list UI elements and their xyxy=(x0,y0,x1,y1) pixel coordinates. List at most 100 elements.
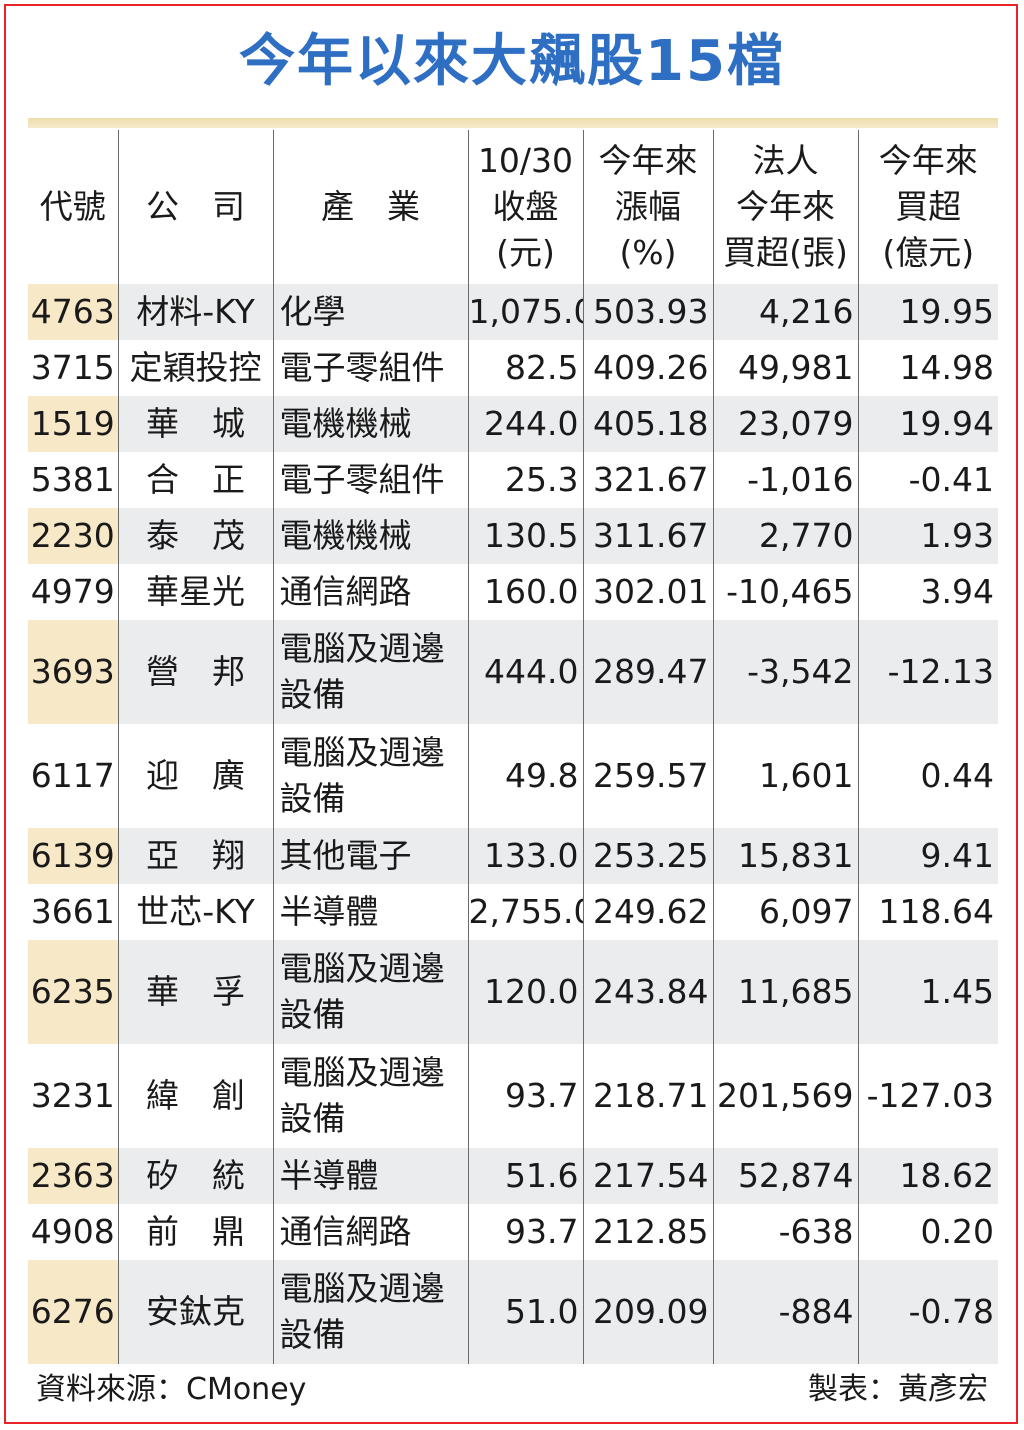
cell-inst-amount: 0.20 xyxy=(920,1212,994,1251)
table-row: 3693 營 邦電腦及週邊設備 444.0 289.47 -3,542 -12.13 xyxy=(28,620,998,724)
cell-company: 華 城 xyxy=(118,396,274,452)
cell-gain: 212.85 xyxy=(583,1204,714,1260)
table-row: 6276 安鈦克 電腦及週邊設備 51.0 209.09 -884 -0.78 xyxy=(28,1260,998,1364)
cell-close: 130.5 xyxy=(468,508,584,564)
header-code: 代號 xyxy=(28,130,119,284)
cell-inst-lots: -3,542 xyxy=(713,620,859,724)
cell-inst-amount: -0.78 xyxy=(858,1260,998,1364)
cell-inst-lots: 52,874 xyxy=(713,1148,859,1204)
cell-gain: 259.57 xyxy=(583,724,714,828)
cell-gain: 289.47 xyxy=(583,620,714,724)
header-inst-lots: 法人 今年來 買超(張) xyxy=(713,130,859,284)
cell-gain: 209.09 xyxy=(583,1260,714,1364)
table-row: 5381 合 正電子零組件 25.3 321.67 -1,016 -0.41 xyxy=(28,452,998,508)
cell-inst-lots: 49,981 xyxy=(713,340,859,396)
cell-inst-lots: -10,465 xyxy=(713,564,859,620)
table-row: 2363 矽 統半導體 51.6 217.54 52,874 18.62 xyxy=(28,1148,998,1204)
cell-inst-amount: 18.62 xyxy=(858,1148,998,1204)
cell-inst-amount: 118.64 xyxy=(878,892,994,931)
cell-company: 泰 茂 xyxy=(118,508,274,564)
cell-company: 華星光 xyxy=(118,564,274,620)
cell-gain: 321.67 xyxy=(583,452,714,508)
cell-code: 4763 xyxy=(28,284,119,340)
cell-inst-amount: 0.44 xyxy=(920,756,994,795)
cell-code: 4908 xyxy=(28,1204,119,1260)
cell-industry: 電腦及週邊設備 xyxy=(273,940,469,1044)
cell-company: 世芯-KY xyxy=(118,884,274,940)
page-title: 今年以來大飆股15檔 xyxy=(239,29,785,94)
table-row: 2230 泰 茂電機機械 130.5 311.67 2,770 1.93 xyxy=(28,508,998,564)
cell-inst-amount: 19.95 xyxy=(858,284,998,340)
cell-code: 6276 xyxy=(28,1260,119,1364)
cell-code: 3661 xyxy=(28,884,119,940)
cell-inst-amount: -12.13 xyxy=(858,620,998,724)
cell-industry: 電腦及週邊設備 xyxy=(273,1044,469,1148)
cell-close: 160.0 xyxy=(468,564,584,620)
cell-company: 亞 翔 xyxy=(118,828,274,884)
cell-code: 2363 xyxy=(28,1148,119,1204)
cell-industry: 電腦及週邊設備 xyxy=(273,620,469,724)
cell-inst-amount: -127.03 xyxy=(866,1076,994,1115)
table-row: 4979 華星光 通信網路 160.0 302.01 -10,465 3.94 xyxy=(28,564,998,620)
table-row: 4763 材料-KY 化學 1,075.0 503.93 4,216 19.95 xyxy=(28,284,998,340)
header-company: 公 司 xyxy=(118,130,274,284)
cell-inst-lots: 11,685 xyxy=(713,940,859,1044)
cell-code: 3715 xyxy=(28,340,119,396)
table-row: 1519 華 城電機機械 244.0 405.18 23,079 19.94 xyxy=(28,396,998,452)
cell-company: 定穎投控 xyxy=(118,340,274,396)
table-row: 6117 迎 廣電腦及週邊設備 49.8 259.57 1,601 0.44 xyxy=(28,724,998,828)
cell-gain: 302.01 xyxy=(583,564,714,620)
cell-close: 49.8 xyxy=(468,724,584,828)
cell-inst-amount: 3.94 xyxy=(920,572,994,611)
source-note: 資料來源：CMoney xyxy=(36,1372,307,1407)
title-divider xyxy=(28,118,998,128)
cell-close: 1,075.0 xyxy=(468,284,584,340)
cell-industry: 電腦及週邊設備 xyxy=(273,724,469,828)
cell-gain: 249.62 xyxy=(583,884,714,940)
cell-industry: 電子零組件 xyxy=(273,340,469,396)
table-row: 6139 亞 翔其他電子 133.0 253.25 15,831 9.41 xyxy=(28,828,998,884)
cell-close: 120.0 xyxy=(468,940,584,1044)
cell-gain: 217.54 xyxy=(583,1148,714,1204)
table-body: 4763 材料-KY 化學 1,075.0 503.93 4,216 19.95 3715 定穎… xyxy=(28,284,998,1364)
stock-table: 代號公 司產 業 10/30 收盤 (元) 今年來 漲幅 (%) 法人 今年來 買超(張) 今年來買… xyxy=(28,130,998,1364)
cell-inst-amount: 19.94 xyxy=(858,396,998,452)
cell-inst-lots: -1,016 xyxy=(713,452,859,508)
cell-code: 3693 xyxy=(28,620,119,724)
cell-inst-lots: 4,216 xyxy=(713,284,859,340)
cell-gain: 253.25 xyxy=(583,828,714,884)
cell-industry: 電子零組件 xyxy=(273,452,469,508)
cell-inst-lots: 15,831 xyxy=(713,828,859,884)
cell-inst-lots: 23,079 xyxy=(713,396,859,452)
cell-industry: 通信網路 xyxy=(273,1204,469,1260)
cell-close: 244.0 xyxy=(468,396,584,452)
cell-inst-lots: 2,770 xyxy=(713,508,859,564)
table-row: 6235 華 孚電腦及週邊設備 120.0 243.84 11,685 1.45 xyxy=(28,940,998,1044)
cell-inst-amount: 1.93 xyxy=(858,508,998,564)
cell-company: 迎 廣 xyxy=(118,724,274,828)
cell-company: 合 正 xyxy=(118,452,274,508)
cell-inst-lots: 6,097 xyxy=(713,884,859,940)
cell-code: 5381 xyxy=(28,452,119,508)
cell-industry: 電機機械 xyxy=(273,396,469,452)
table-row: 3715 定穎投控 電子零組件 82.5 409.26 49,981 14.98 xyxy=(28,340,998,396)
cell-industry: 化學 xyxy=(273,284,469,340)
cell-close: 25.3 xyxy=(468,452,584,508)
page-frame xyxy=(4,4,1018,1424)
cell-code: 2230 xyxy=(28,508,119,564)
header-gain: 今年來 漲幅 (%) xyxy=(583,130,714,284)
table-header-row: 代號公 司產 業 10/30 收盤 (元) 今年來 漲幅 (%) 法人 今年來 買超(張) 今年來買… xyxy=(28,130,998,284)
cell-inst-amount: -0.41 xyxy=(908,460,994,499)
cell-company: 材料-KY xyxy=(118,284,274,340)
author-note: 製表：黃彥宏 xyxy=(808,1372,988,1407)
cell-company: 矽 統 xyxy=(118,1148,274,1204)
cell-company: 緯 創 xyxy=(118,1044,274,1148)
cell-close: 444.0 xyxy=(468,620,584,724)
cell-gain: 409.26 xyxy=(583,340,714,396)
cell-inst-lots: -884 xyxy=(713,1260,859,1364)
cell-gain: 503.93 xyxy=(583,284,714,340)
cell-industry: 其他電子 xyxy=(273,828,469,884)
cell-code: 6139 xyxy=(28,828,119,884)
cell-inst-lots: 1,601 xyxy=(713,724,859,828)
cell-code: 3231 xyxy=(28,1044,119,1148)
